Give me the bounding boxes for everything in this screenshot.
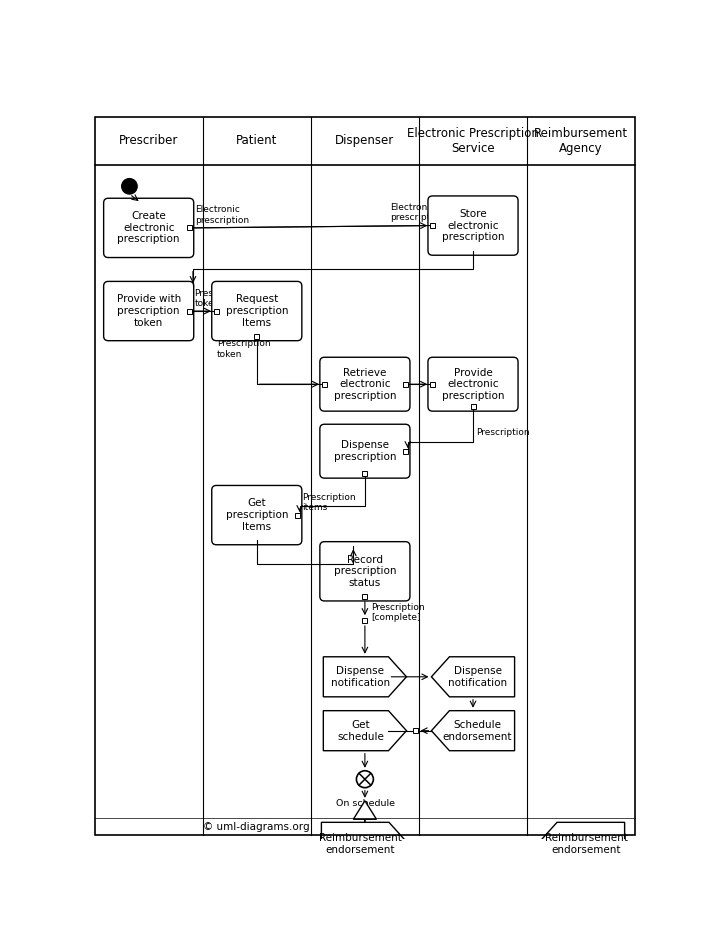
Bar [430, 223, 435, 228]
Polygon shape [431, 656, 515, 697]
Text: Reimbursement
endorsement: Reimbursement endorsement [545, 833, 627, 854]
Bar [187, 225, 192, 230]
Circle shape [575, 878, 587, 890]
Polygon shape [353, 801, 377, 819]
Polygon shape [321, 822, 409, 866]
FancyBboxPatch shape [104, 198, 194, 257]
Text: Reimbursement
endorsement: Reimbursement endorsement [318, 833, 402, 854]
Bar [295, 513, 300, 518]
Bar [403, 449, 408, 454]
Bar [430, 382, 435, 387]
Circle shape [571, 874, 591, 894]
Text: Prescription
items: Prescription items [303, 492, 356, 512]
Text: Provide
electronic
prescription: Provide electronic prescription [441, 368, 504, 401]
Polygon shape [323, 656, 407, 697]
Text: Prescriber: Prescriber [119, 135, 179, 147]
Circle shape [122, 178, 137, 194]
Text: Get
prescription
Items: Get prescription Items [226, 499, 288, 532]
FancyBboxPatch shape [428, 357, 518, 411]
Text: © uml-diagrams.org: © uml-diagrams.org [204, 822, 310, 832]
Text: Get
schedule: Get schedule [337, 720, 384, 741]
Text: Record
prescription
status: Record prescription status [334, 554, 396, 587]
Bar [403, 382, 408, 387]
Text: On schedule: On schedule [335, 799, 394, 808]
Circle shape [357, 770, 373, 787]
Polygon shape [431, 711, 515, 751]
Bar [187, 308, 192, 314]
Text: Prescription
token: Prescription token [194, 289, 248, 308]
FancyBboxPatch shape [104, 281, 194, 340]
Text: Dispense
notification: Dispense notification [331, 666, 390, 687]
Text: Prescription: Prescription [476, 428, 530, 438]
Bar [362, 471, 367, 476]
FancyBboxPatch shape [320, 541, 410, 601]
Text: Prescription
[complete]: Prescription [complete] [371, 603, 424, 622]
FancyBboxPatch shape [211, 486, 302, 545]
Text: Electronic
prescription: Electronic prescription [390, 203, 444, 223]
Bar [362, 618, 367, 623]
Bar [322, 382, 327, 387]
Bar [254, 334, 259, 339]
Polygon shape [323, 711, 407, 751]
FancyBboxPatch shape [320, 357, 410, 411]
Polygon shape [538, 822, 624, 866]
Bar [412, 728, 418, 734]
Text: Request
prescription
Items: Request prescription Items [226, 294, 288, 327]
Text: Electronic Prescription
Service: Electronic Prescription Service [407, 127, 539, 155]
Bar [362, 594, 367, 599]
Text: Create
electronic
prescription: Create electronic prescription [117, 211, 180, 244]
Bar [471, 404, 476, 409]
FancyBboxPatch shape [428, 196, 518, 256]
FancyBboxPatch shape [320, 424, 410, 478]
Text: Store
electronic
prescription: Store electronic prescription [441, 209, 504, 242]
Text: Schedule
endorsement: Schedule endorsement [443, 720, 512, 741]
Text: Provide with
prescription
token: Provide with prescription token [117, 294, 181, 327]
Text: Electronic
prescription: Electronic prescription [195, 206, 249, 224]
Text: Dispense
prescription: Dispense prescription [334, 440, 396, 462]
Text: Retrieve
electronic
prescription: Retrieve electronic prescription [334, 368, 396, 401]
Text: Reimbursement
Agency: Reimbursement Agency [534, 127, 628, 155]
Text: Dispenser: Dispenser [335, 135, 394, 147]
Text: Dispense
notification: Dispense notification [448, 666, 507, 687]
FancyBboxPatch shape [211, 281, 302, 340]
Bar [214, 308, 219, 314]
Text: Prescription
token: Prescription token [216, 339, 271, 358]
Text: Patient: Patient [236, 135, 278, 147]
